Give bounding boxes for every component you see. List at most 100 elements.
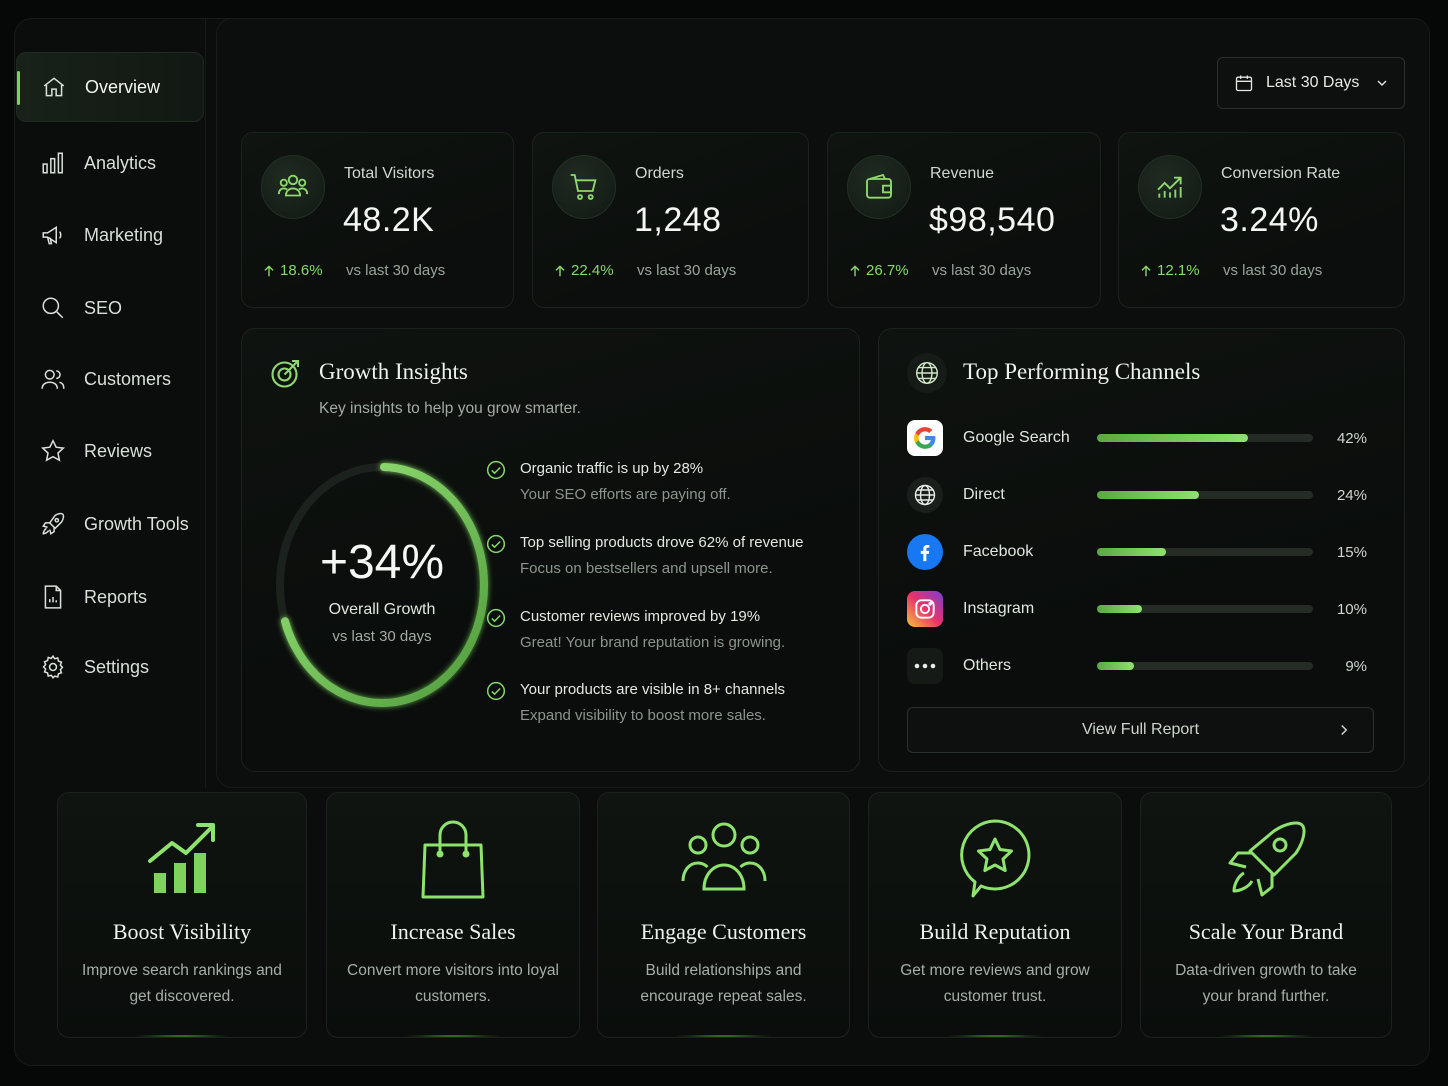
channel-pct: 42% [1336, 429, 1367, 447]
cart-icon [552, 155, 616, 219]
sidebar-item-overview[interactable]: Overview [16, 52, 204, 122]
view-full-report-button[interactable]: View Full Report [907, 707, 1374, 753]
feature-desc: Data-driven growth to take your brand fu… [1175, 962, 1357, 1005]
document-icon [44, 585, 62, 609]
stat-value: 48.2K [343, 201, 435, 239]
channels-panel: Top Performing Channels Google Search 42… [878, 328, 1405, 772]
stat-label: Orders [635, 165, 684, 182]
sidebar-item-label: Customers [84, 368, 172, 389]
feature-card-boost-visibility[interactable]: Boost Visibility Improve search rankings… [57, 792, 307, 1038]
home-icon [43, 77, 65, 97]
sidebar-item-label: Settings [84, 656, 150, 677]
arrow-up-icon [1141, 264, 1151, 276]
stat-card-revenue: Revenue $98,540 26.7% vs last 30 days [827, 132, 1101, 308]
insight-item: Organic traffic is up by 28% Your SEO ef… [486, 460, 850, 503]
channel-row: Instagram 10% [907, 590, 1377, 628]
stat-label: Total Visitors [344, 165, 435, 182]
users-icon [41, 369, 65, 389]
insight-sub: Great! Your brand reputation is growing. [520, 634, 786, 651]
date-range-label: Last 30 Days [1266, 74, 1360, 91]
sidebar-item-customers[interactable]: Customers [16, 344, 204, 414]
wallet-icon [847, 155, 911, 219]
arrow-up-icon [264, 264, 274, 276]
channels-title: Top Performing Channels [963, 359, 1201, 384]
channel-row: Direct 24% [907, 476, 1377, 514]
check-circle-icon [486, 608, 506, 628]
feature-title: Build Reputation [919, 919, 1071, 944]
trend-icon [1138, 155, 1202, 219]
check-circle-icon [486, 534, 506, 554]
stat-value: 1,248 [634, 201, 722, 239]
date-range-dropdown[interactable]: Last 30 Days [1217, 57, 1405, 109]
sidebar-item-analytics[interactable]: Analytics [16, 128, 204, 198]
gear-icon [42, 654, 64, 680]
stat-delta: 26.7% [848, 262, 909, 279]
insight-sub: Your SEO efforts are paying off. [520, 486, 731, 503]
feature-desc: Improve search rankings and get discover… [82, 962, 282, 1005]
sidebar-item-reviews[interactable]: Reviews [16, 416, 204, 486]
feature-desc: Get more reviews and grow customer trust… [900, 962, 1090, 1005]
star-icon [41, 438, 65, 462]
stat-value: $98,540 [929, 201, 1056, 239]
badge-star-icon [869, 817, 1121, 901]
growth-ring-value: +34% [319, 536, 445, 589]
sidebar-item-settings[interactable]: Settings [16, 632, 204, 702]
feature-title: Increase Sales [390, 919, 516, 944]
channel-bar [1097, 434, 1313, 442]
insight-sub: Expand visibility to boost more sales. [520, 707, 766, 724]
instagram-icon [907, 591, 943, 627]
channel-name: Facebook [963, 543, 1034, 560]
growth-ring-label: Overall Growth [328, 601, 436, 618]
feature-desc: Build relationships and encourage repeat… [640, 962, 807, 1005]
sidebar-item-marketing[interactable]: Marketing [16, 200, 204, 270]
chevron-down-icon [1377, 80, 1387, 86]
stat-comparison: vs last 30 days [932, 262, 1032, 279]
feature-card-engage-customers[interactable]: Engage Customers Build relationships and… [597, 792, 850, 1038]
sidebar-item-label: Analytics [84, 152, 157, 173]
channel-pct: 24% [1336, 486, 1367, 504]
arrow-up-icon [850, 264, 860, 276]
channel-bar-fill [1097, 434, 1249, 442]
channel-bar-fill [1097, 662, 1134, 670]
megaphone-icon [42, 226, 62, 245]
stat-comparison: vs last 30 days [1223, 262, 1323, 279]
sidebar-item-label: Growth Tools [84, 513, 189, 534]
stat-card-conversion: Conversion Rate 3.24% 12.1% vs last 30 d… [1118, 132, 1405, 308]
channel-name: Others [963, 657, 1012, 674]
sidebar-item-label: SEO [84, 297, 123, 318]
insight-item: Your products are visible in 8+ channels… [486, 681, 850, 724]
growth-insights-panel: Growth Insights Key insights to help you… [241, 328, 860, 772]
stat-card-orders: Orders 1,248 22.4% vs last 30 days [532, 132, 809, 308]
channel-bar [1097, 491, 1313, 499]
sidebar-item-seo[interactable]: SEO [16, 273, 204, 343]
sidebar-item-growth-tools[interactable]: Growth Tools [16, 489, 204, 559]
feature-desc: Convert more visitors into loyal custome… [347, 962, 559, 1005]
search-icon [42, 297, 64, 319]
sidebar: Overview Analytics Marketing SEO Custome… [14, 18, 206, 788]
channel-name: Direct [963, 486, 1005, 503]
growth-ring-arc [281, 463, 489, 708]
rocket-icon [42, 512, 65, 535]
feature-card-scale-your-brand[interactable]: Scale Your Brand Data-driven growth to t… [1140, 792, 1392, 1038]
stat-value: 3.24% [1220, 201, 1319, 239]
shopping-bag-icon [327, 817, 579, 901]
stat-delta: 22.4% [553, 262, 614, 279]
globe-icon [907, 353, 947, 393]
sidebar-item-reports[interactable]: Reports [16, 562, 204, 632]
stat-label: Revenue [930, 165, 995, 182]
channel-pct: 9% [1345, 657, 1367, 675]
channel-pct: 10% [1336, 600, 1367, 618]
channel-row: Others 9% [907, 647, 1377, 685]
visitors-icon [261, 155, 325, 219]
feature-card-increase-sales[interactable]: Increase Sales Convert more visitors int… [326, 792, 580, 1038]
stat-label: Conversion Rate [1221, 165, 1341, 182]
channel-name: Instagram [963, 600, 1035, 617]
insight-item: Top selling products drove 62% of revenu… [486, 534, 850, 577]
feature-card-build-reputation[interactable]: Build Reputation Get more reviews and gr… [868, 792, 1122, 1038]
target-icon [271, 359, 300, 388]
channel-pct: 15% [1336, 543, 1367, 561]
channel-bar [1097, 548, 1313, 556]
facebook-icon [907, 534, 943, 570]
sidebar-item-label: Marketing [84, 224, 164, 245]
insight-title: Top selling products drove 62% of revenu… [520, 534, 804, 551]
